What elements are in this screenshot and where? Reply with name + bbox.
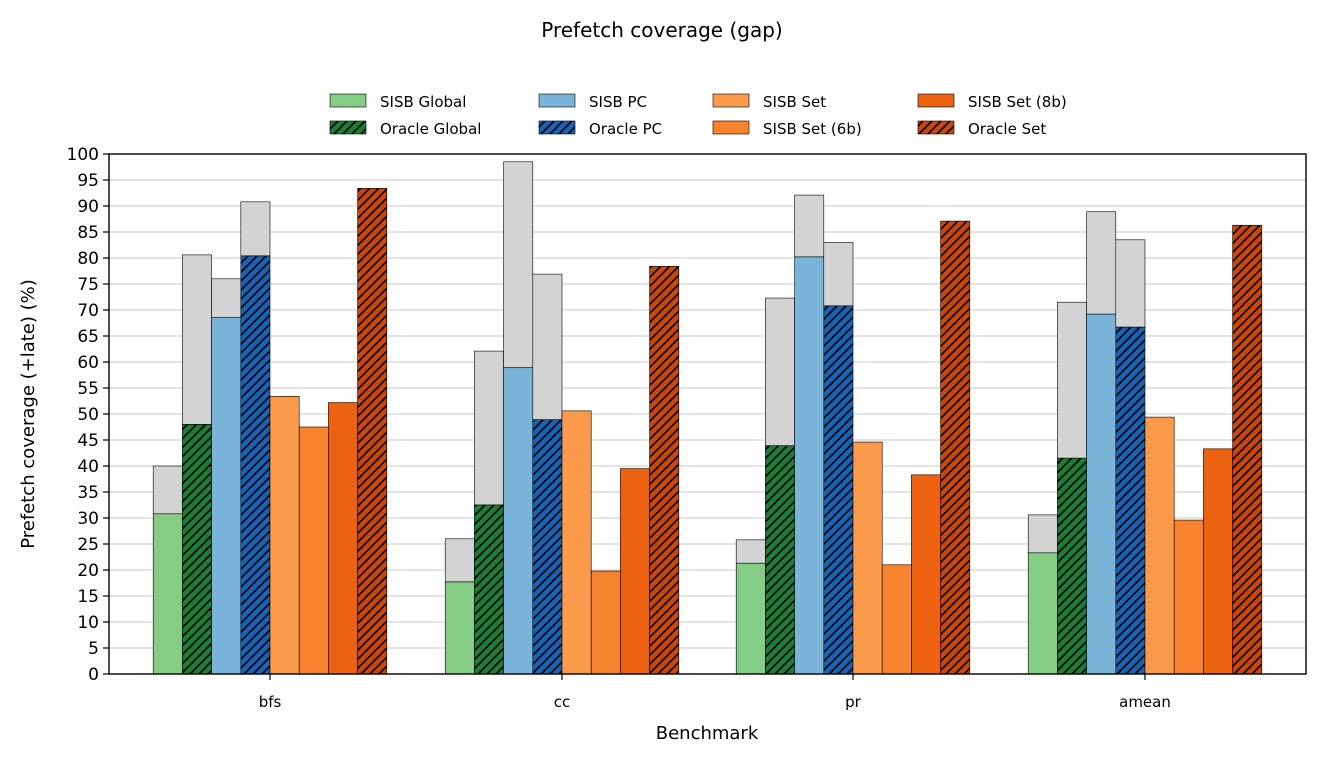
bar — [1144, 416, 1175, 675]
bar — [269, 396, 300, 675]
chart-title: Prefetch coverage (gap) — [541, 18, 782, 42]
legend-swatch — [329, 93, 367, 108]
bar-late-segment — [735, 539, 766, 564]
y-tick-label: 95 — [77, 171, 99, 191]
bar — [561, 410, 592, 675]
bar — [1115, 326, 1146, 675]
legend-swatch — [712, 93, 750, 108]
legend-label: SISB Set (6b) — [763, 120, 862, 138]
bar — [298, 426, 329, 675]
bar-late-segment — [240, 201, 271, 257]
bar-late-segment — [1027, 514, 1058, 554]
legend-label: SISB PC — [589, 93, 647, 111]
x-axis-title: Benchmark — [656, 723, 759, 744]
legend-swatch — [538, 93, 576, 108]
bar — [852, 441, 883, 675]
bar — [1086, 313, 1117, 675]
y-tick-label: 85 — [77, 223, 99, 243]
legend-swatch — [329, 120, 367, 135]
bar — [823, 305, 854, 675]
y-tick-label: 45 — [77, 431, 99, 451]
x-tick-label: cc — [554, 693, 571, 711]
y-tick-label: 5 — [88, 639, 99, 659]
y-tick-label: 50 — [77, 405, 99, 425]
bar — [211, 316, 242, 675]
bar — [182, 424, 212, 675]
bar-late-segment — [1115, 239, 1146, 328]
legend-swatch — [538, 120, 576, 135]
y-tick-label: 55 — [77, 379, 99, 399]
legend-label: SISB Global — [380, 93, 466, 111]
y-tick-label: 35 — [77, 483, 99, 503]
bar-late-segment — [152, 465, 183, 515]
y-tick-label: 20 — [77, 561, 99, 581]
bar — [474, 504, 504, 675]
bar-late-segment — [211, 278, 242, 318]
bar-late-segment — [794, 194, 825, 258]
bar — [1057, 457, 1087, 675]
bar-late-segment — [823, 242, 854, 307]
axes: 0 5 10 15 20 25 30 35 40 45 50 55 60 65 70 75 80 85 90 95 10… — [67, 145, 1307, 711]
legend-swatch — [917, 120, 955, 135]
bar-late-segment — [474, 350, 504, 506]
y-tick-label: 15 — [77, 587, 99, 607]
bar-late-segment — [444, 538, 475, 583]
bar — [735, 562, 766, 675]
legend-label: Oracle Global — [380, 120, 481, 138]
x-tick-label: bfs — [259, 693, 282, 711]
bar — [794, 256, 825, 675]
bar — [881, 564, 912, 675]
legend: SISB Global Oracle Global SISB PC Oracle PC… — [329, 93, 1067, 138]
y-tick-label: 75 — [77, 275, 99, 295]
y-tick-label: 0 — [88, 665, 99, 685]
legend-label: SISB Set (8b) — [968, 93, 1067, 111]
bar-late-segment — [1086, 211, 1117, 315]
y-tick-label: 100 — [67, 145, 99, 165]
bars — [152, 161, 1263, 675]
bar — [765, 445, 795, 675]
bar — [1232, 224, 1263, 675]
bar-late-segment — [765, 297, 795, 447]
bar — [240, 255, 271, 675]
bar-late-segment — [503, 161, 534, 369]
bar — [1027, 552, 1058, 675]
bar — [1173, 519, 1204, 675]
bar — [444, 581, 475, 675]
y-tick-label: 10 — [77, 613, 99, 633]
y-tick-label: 90 — [77, 197, 99, 217]
y-tick-label: 80 — [77, 249, 99, 269]
x-tick-label: amean — [1119, 693, 1171, 711]
x-tick-label: pr — [845, 693, 862, 711]
bar — [620, 468, 650, 675]
y-tick-label: 30 — [77, 509, 99, 529]
bar — [152, 513, 183, 675]
y-tick-label: 40 — [77, 457, 99, 477]
y-tick-label: 70 — [77, 301, 99, 321]
bar — [328, 402, 358, 675]
y-axis-title: Prefetch coverage (+late) (%) — [18, 279, 39, 549]
bar — [911, 474, 941, 675]
bar — [940, 220, 971, 675]
legend-label: Oracle Set — [968, 120, 1046, 138]
bar — [503, 367, 534, 675]
bar — [590, 570, 621, 675]
legend-swatch — [917, 93, 955, 108]
y-tick-label: 25 — [77, 535, 99, 555]
legend-label: SISB Set — [763, 93, 826, 111]
bar — [1203, 448, 1233, 675]
bar-late-segment — [1057, 301, 1087, 459]
bar-late-segment — [532, 273, 563, 421]
bar — [649, 266, 680, 675]
bar — [532, 419, 563, 675]
y-tick-label: 65 — [77, 327, 99, 347]
legend-swatch — [712, 120, 750, 135]
bar-late-segment — [182, 254, 212, 425]
y-tick-label: 60 — [77, 353, 99, 373]
bar — [357, 188, 388, 675]
legend-label: Oracle PC — [589, 120, 662, 138]
